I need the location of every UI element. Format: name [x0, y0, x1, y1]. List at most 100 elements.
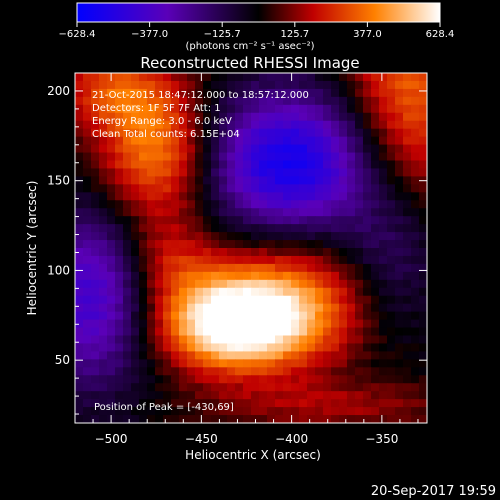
heatmap-cell — [267, 335, 276, 345]
heatmap-cell — [395, 128, 404, 138]
heatmap-cell — [275, 303, 284, 313]
heatmap-cell — [195, 120, 204, 130]
heatmap-cell — [275, 73, 284, 82]
heatmap-cell — [171, 391, 180, 400]
heatmap-cell — [187, 279, 196, 289]
heatmap-cell — [307, 343, 316, 352]
heatmap-cell — [259, 375, 268, 384]
heatmap-cell — [411, 367, 420, 376]
heatmap-cell — [403, 192, 412, 201]
heatmap-cell — [107, 112, 116, 122]
heatmap-cell — [283, 399, 292, 408]
heatmap-cell — [395, 216, 404, 225]
heatmap-cell — [411, 168, 420, 177]
heatmap-cell — [211, 248, 220, 257]
heatmap-cell — [387, 112, 396, 122]
heatmap-cell — [163, 391, 172, 400]
heatmap-cell — [371, 208, 380, 217]
heatmap-cell — [163, 200, 172, 209]
heatmap-cell — [283, 240, 292, 249]
heatmap-cell — [243, 176, 252, 185]
heatmap-cell — [419, 80, 427, 90]
heatmap-cell — [379, 375, 388, 384]
heatmap-cell — [123, 383, 132, 392]
heatmap-cell — [323, 208, 332, 217]
heatmap-cell — [195, 240, 204, 249]
heatmap-cell — [355, 311, 364, 321]
heatmap-cell — [195, 367, 204, 376]
heatmap-cell — [211, 240, 220, 249]
heatmap-cell — [291, 351, 300, 360]
heatmap-cell — [147, 279, 156, 289]
heatmap-cell — [283, 112, 292, 122]
heatmap-cell — [195, 184, 204, 193]
heatmap-cell — [299, 351, 308, 360]
heatmap-cell — [123, 240, 132, 249]
heatmap-cell — [99, 73, 108, 82]
heatmap-cell — [179, 184, 188, 193]
heatmap-cell — [243, 88, 252, 98]
heatmap-cell — [155, 144, 164, 154]
heatmap-cell — [323, 383, 332, 392]
heatmap-cell — [291, 200, 300, 209]
heatmap-cell — [171, 240, 180, 249]
heatmap-cell — [83, 224, 92, 233]
heatmap-cell — [403, 184, 412, 193]
heatmap-cell — [347, 208, 356, 217]
heatmap-cell — [107, 224, 116, 233]
heatmap-cell — [203, 343, 212, 352]
heatmap-cell — [83, 184, 92, 193]
heatmap-cell — [331, 415, 340, 423]
heatmap-cell — [147, 224, 156, 233]
heatmap-cell — [163, 335, 172, 345]
heatmap-cell — [123, 160, 132, 170]
footer-timestamp: 20-Sep-2017 19:59 — [371, 484, 496, 499]
heatmap-cell — [251, 391, 260, 400]
heatmap-cell — [283, 80, 292, 90]
heatmap-cell — [235, 375, 244, 384]
heatmap-cell — [243, 287, 252, 297]
heatmap-cell — [275, 375, 284, 384]
heatmap-cell — [243, 327, 252, 337]
heatmap-cell — [347, 287, 356, 297]
heatmap-cell — [91, 415, 100, 423]
heatmap-cell — [251, 232, 260, 241]
heatmap-cell — [83, 335, 92, 345]
heatmap-cell — [235, 208, 244, 217]
heatmap-cell — [219, 192, 228, 201]
heatmap-cell — [419, 359, 427, 368]
heatmap-cell — [259, 136, 268, 146]
heatmap-cell — [355, 192, 364, 201]
heatmap-cell — [107, 80, 116, 90]
heatmap-cell — [403, 136, 412, 146]
heatmap-cell — [411, 112, 420, 122]
heatmap-cell — [331, 359, 340, 368]
heatmap-cell — [379, 415, 388, 423]
heatmap-cell — [299, 359, 308, 368]
heatmap-cell — [259, 407, 268, 416]
heatmap-cell — [171, 303, 180, 313]
heatmap-cell — [315, 399, 324, 408]
heatmap-cell — [371, 96, 380, 106]
heatmap-cell — [75, 128, 84, 138]
heatmap-cell — [307, 232, 316, 241]
heatmap-cell — [371, 216, 380, 225]
heatmap-cell — [411, 399, 420, 408]
heatmap-cell — [99, 415, 108, 423]
heatmap-cell — [251, 367, 260, 376]
heatmap-cell — [147, 232, 156, 241]
heatmap-cell — [323, 136, 332, 146]
heatmap-cell — [155, 232, 164, 241]
heatmap-cell — [243, 295, 252, 305]
heatmap-cell — [131, 152, 140, 162]
heatmap-cell — [243, 415, 252, 423]
heatmap-cell — [419, 303, 427, 313]
heatmap-cell — [107, 240, 116, 249]
heatmap-cell — [91, 168, 100, 177]
heatmap-cell — [235, 96, 244, 106]
heatmap-cell — [155, 295, 164, 305]
heatmap-cell — [83, 303, 92, 313]
heatmap-cell — [339, 216, 348, 225]
x-tick-label: −400 — [275, 432, 308, 446]
heatmap-cell — [315, 144, 324, 154]
